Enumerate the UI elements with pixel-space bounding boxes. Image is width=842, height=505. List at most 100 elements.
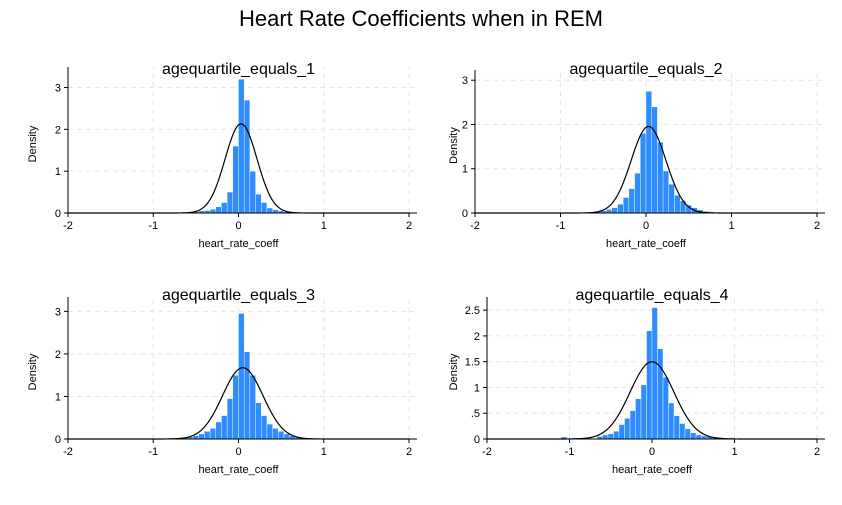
subplot-agequartile-3: -2 -1 0 1 2 0 1 2 3 agequartile_equals_3 heart_rat… xyxy=(27,287,417,476)
x-tick-label: 0 xyxy=(235,220,241,232)
x-tick-label: 0 xyxy=(643,220,649,232)
histogram-bar xyxy=(243,351,251,440)
histogram-bar xyxy=(226,398,234,440)
histogram-bar xyxy=(204,431,211,440)
y-tick-label: 3 xyxy=(55,83,61,95)
histogram-bar xyxy=(602,434,609,440)
x-tick-label: 2 xyxy=(814,446,820,458)
x-tick-label: 2 xyxy=(814,220,820,232)
subplot-agequartile-2: -2 -1 0 1 2 0 1 2 3 agequartile_equals_2 heart_rat… xyxy=(448,61,825,250)
histogram-bar xyxy=(679,423,686,440)
histogram-bar xyxy=(215,206,222,214)
histogram-bar xyxy=(635,398,642,440)
histogram-bar xyxy=(261,202,268,214)
histogram-bar xyxy=(272,428,279,440)
histogram-bar xyxy=(662,170,669,214)
subplot-title: agequartile_equals_3 xyxy=(162,287,315,304)
histogram-bar xyxy=(238,313,245,440)
subplot-agequartile-4: -2 -1 0 1 2 0 .5 1 1.5 2 2.5 agequartile_equals_4he… xyxy=(448,287,825,476)
histogram-bar xyxy=(243,99,251,214)
histogram-bar xyxy=(278,431,285,440)
x-tick-label: 1 xyxy=(321,220,327,232)
y-tick-label: 1.5 xyxy=(465,357,480,369)
x-tick-label: 2 xyxy=(406,446,412,458)
histogram-bar xyxy=(668,184,675,214)
subplot-agequartile-1: -2 -1 0 1 2 0 1 2 3 agequartile_equals_1 heart_rat… xyxy=(27,61,417,250)
histogram-bar xyxy=(249,374,256,440)
x-tick-label: 1 xyxy=(321,446,327,458)
histogram-bar xyxy=(673,415,680,440)
x-tick-label: -2 xyxy=(470,220,480,232)
y-tick-label: 0 xyxy=(474,434,480,446)
histogram-bar xyxy=(640,384,647,440)
y-tick-label: 1 xyxy=(55,166,61,178)
histogram-bar xyxy=(249,170,256,214)
histogram-bar xyxy=(238,78,245,214)
y-tick-label: 2 xyxy=(55,124,61,136)
y-tick-label: 3 xyxy=(55,306,61,318)
subplot-title: agequartile_equals_2 xyxy=(569,61,722,78)
y-tick-label: 2.5 xyxy=(465,305,480,317)
y-tick-label: .5 xyxy=(471,408,480,420)
histogram-bar xyxy=(629,410,636,440)
figure-title: Heart Rate Coefficients when in REM xyxy=(239,6,603,31)
histogram-bar xyxy=(272,209,279,214)
y-tick-label: 0 xyxy=(55,208,61,220)
histogram-bar xyxy=(255,402,262,440)
histogram-bar xyxy=(221,415,228,440)
y-tick-label: 3 xyxy=(462,75,468,87)
subplot-title: agequartile_equals_1 xyxy=(162,61,315,78)
x-tick-label: -1 xyxy=(148,446,158,458)
x-axis-label: heart_rate_coeff xyxy=(606,238,687,250)
histogram-bar xyxy=(283,433,290,440)
x-tick-label: 0 xyxy=(235,446,241,458)
y-tick-label: 0 xyxy=(55,434,61,446)
histogram-bar xyxy=(215,421,222,440)
x-axis-label: heart_rate_coeff xyxy=(199,238,280,250)
y-tick-label: 2 xyxy=(462,119,468,131)
histogram-bar xyxy=(645,91,652,214)
y-axis-label: Density xyxy=(448,353,460,390)
histogram-bar xyxy=(668,402,675,440)
histogram-bar xyxy=(611,207,618,214)
y-tick-label: 2 xyxy=(474,331,480,343)
x-tick-label: -1 xyxy=(148,220,158,232)
histogram-bar xyxy=(255,193,262,214)
histogram-bar xyxy=(198,433,205,440)
histogram-bar xyxy=(617,203,624,214)
x-tick-label: 1 xyxy=(728,220,734,232)
x-tick-label: -1 xyxy=(556,220,566,232)
y-tick-label: 2 xyxy=(55,349,61,361)
histogram-bar xyxy=(221,202,228,214)
histogram-bar xyxy=(192,435,199,440)
y-tick-label: 1 xyxy=(462,164,468,176)
histogram-bar xyxy=(209,428,216,440)
x-tick-label: 0 xyxy=(649,446,655,458)
histogram-bar xyxy=(605,209,613,214)
y-axis-label: Density xyxy=(448,127,460,164)
histogram-bar xyxy=(651,106,658,214)
histogram-bar xyxy=(651,307,658,440)
y-tick-label: 1 xyxy=(55,391,61,403)
x-axis-label: heart_rate_coeff xyxy=(612,464,693,476)
histogram-bar xyxy=(607,433,614,440)
histogram-bar xyxy=(695,434,702,440)
x-tick-label: -2 xyxy=(482,446,492,458)
subplot-title: agequartile_equals_4 xyxy=(575,287,728,304)
y-axis-label: Density xyxy=(27,125,39,162)
histogram-bar xyxy=(261,415,268,440)
histogram-bar xyxy=(226,191,234,214)
x-tick-label: -2 xyxy=(63,220,73,232)
x-tick-label: -2 xyxy=(63,446,73,458)
y-tick-label: 0 xyxy=(462,208,468,220)
y-axis-label: Density xyxy=(27,353,39,390)
x-tick-label: 1 xyxy=(731,446,737,458)
histogram-bar xyxy=(232,374,239,440)
histogram-bar xyxy=(613,431,620,440)
histogram-bar xyxy=(662,376,669,440)
histogram-bar xyxy=(628,188,635,214)
histogram-bar xyxy=(646,330,653,440)
histogram-bar xyxy=(674,195,681,214)
y-tick-label: 1 xyxy=(474,382,480,394)
